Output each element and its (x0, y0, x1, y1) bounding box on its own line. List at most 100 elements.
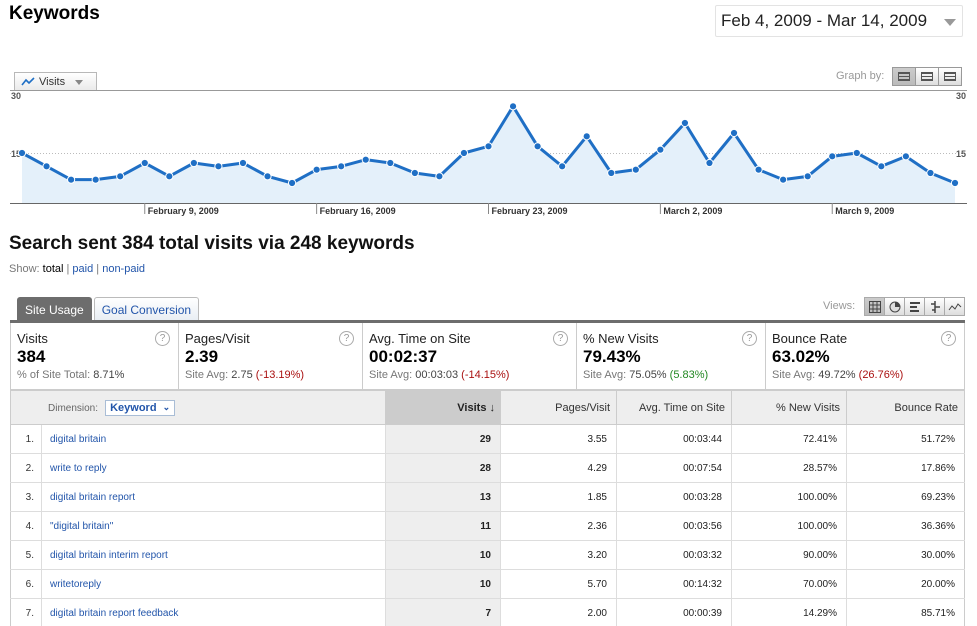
table-view-button[interactable] (864, 297, 885, 316)
visits-cell: 10 (385, 540, 501, 570)
graph-metric-selector[interactable]: Visits (14, 72, 97, 91)
visits-point[interactable] (779, 175, 788, 184)
month-icon (944, 72, 956, 81)
visits-point[interactable] (705, 158, 714, 168)
visits-point[interactable] (729, 128, 739, 138)
visits-point[interactable] (950, 178, 960, 188)
visits-point[interactable] (361, 155, 370, 164)
visits-point[interactable] (558, 162, 567, 171)
metric-value: 2.39 (185, 347, 219, 366)
visits-point[interactable] (901, 152, 910, 161)
tab-goal-conversion[interactable]: Goal Conversion (93, 297, 200, 321)
date-range-picker[interactable]: Feb 4, 2009 - Mar 14, 2009 (715, 5, 963, 37)
visits-point[interactable] (926, 168, 935, 178)
visits-point[interactable] (17, 148, 27, 158)
pie-view-button[interactable] (884, 297, 905, 316)
visits-point[interactable] (459, 148, 469, 158)
header-pages-visit[interactable]: Pages/Visit (500, 390, 617, 425)
avg-time-cell: 00:03:32 (616, 540, 732, 570)
header-visits[interactable]: Visits ↓ (385, 390, 501, 425)
visits-point[interactable] (189, 158, 198, 168)
visits-point[interactable] (828, 152, 837, 161)
metric-sub: Site Avg: 75.05% (5.83%) (583, 369, 765, 381)
help-icon[interactable]: ? (155, 331, 170, 346)
visits-point[interactable] (337, 162, 346, 171)
visits-point[interactable] (754, 165, 763, 174)
visits-point[interactable] (165, 172, 174, 181)
help-icon[interactable]: ? (742, 331, 757, 346)
help-icon[interactable]: ? (339, 331, 354, 346)
visits-cell: 11 (385, 511, 501, 541)
avg-time-cell: 00:14:32 (616, 569, 732, 599)
help-icon[interactable]: ? (553, 331, 568, 346)
visits-point[interactable] (238, 158, 248, 168)
row-index: 5. (10, 540, 42, 570)
chevron-down-icon[interactable] (944, 19, 956, 26)
visits-point[interactable] (312, 165, 321, 174)
keyword-link[interactable]: writetoreply (50, 578, 102, 590)
avg-time-cell: 00:03:56 (616, 511, 732, 541)
graph-by-week-button[interactable] (915, 67, 939, 86)
sort-arrow-icon: ↓ (489, 401, 496, 414)
pie-icon (889, 301, 900, 312)
new-visits-cell: 100.00% (731, 511, 847, 541)
visits-point[interactable] (656, 145, 665, 154)
graph-by-day-button[interactable] (892, 67, 916, 86)
visits-point[interactable] (214, 162, 223, 171)
x-tick-label: February 16, 2009 (320, 206, 396, 216)
keyword-link[interactable]: digital britain (50, 433, 107, 445)
help-icon[interactable]: ? (941, 331, 956, 346)
visits-point[interactable] (631, 165, 640, 174)
metric-sub: Site Avg: 00:03:03 (-14.15%) (369, 369, 576, 381)
metric-label: Pages/Visit (185, 331, 250, 346)
header-bounce-rate[interactable]: Bounce Rate (846, 390, 965, 425)
visits-point[interactable] (533, 142, 542, 151)
compare-view-button[interactable] (924, 297, 945, 316)
row-index: 6. (10, 569, 42, 599)
keyword-link[interactable]: digital britain report feedback (50, 607, 179, 619)
y-tick-label-left: 15 (11, 149, 21, 159)
dimension-selector[interactable]: Keyword ⌄ (105, 399, 176, 416)
visits-point[interactable] (386, 158, 395, 168)
header-avg-time[interactable]: Avg. Time on Site (616, 390, 732, 425)
visits-point[interactable] (91, 175, 100, 184)
keyword-link[interactable]: "digital britain" (50, 520, 114, 532)
show-nonpaid-link[interactable]: non-paid (102, 263, 146, 275)
visits-point[interactable] (877, 162, 886, 171)
header-new-visits[interactable]: % New Visits (731, 390, 847, 425)
pivot-view-button[interactable] (944, 297, 965, 316)
visits-point[interactable] (287, 178, 297, 188)
show-total: total (42, 263, 64, 275)
visits-point[interactable] (680, 118, 690, 128)
visits-point[interactable] (484, 142, 493, 151)
table-row: 5. digital britain interim report 10 3.20 00… (10, 540, 965, 570)
keyword-link[interactable]: digital britain interim report (50, 549, 168, 561)
visits-point[interactable] (410, 168, 419, 178)
bounce-rate-cell: 51.72% (846, 424, 965, 454)
bar-view-button[interactable] (904, 297, 925, 316)
visits-point[interactable] (803, 172, 812, 181)
visits-cell: 28 (385, 453, 501, 483)
visits-point[interactable] (116, 172, 125, 181)
visits-point[interactable] (263, 172, 272, 181)
keyword-cell: digital britain (41, 424, 386, 454)
visits-point[interactable] (508, 102, 518, 111)
pages-visit-cell: 2.00 (500, 598, 617, 626)
keyword-link[interactable]: write to reply (50, 462, 107, 474)
visits-point[interactable] (67, 175, 76, 184)
visits-point[interactable] (140, 158, 149, 168)
visits-point[interactable] (42, 162, 51, 171)
visits-point[interactable] (852, 148, 861, 158)
graph-by-month-button[interactable] (938, 67, 962, 86)
visits-point[interactable] (607, 168, 616, 178)
keyword-link[interactable]: digital britain report (50, 491, 136, 503)
tab-site-usage[interactable]: Site Usage (17, 297, 92, 321)
keyword-cell: write to reply (41, 453, 386, 483)
pages-visit-cell: 1.85 (500, 482, 617, 512)
y-tick-label-right: 15 (956, 149, 966, 159)
visits-point[interactable] (435, 172, 444, 181)
metric-sub: % of Site Total: 8.71% (17, 369, 178, 381)
show-separator: | (63, 263, 73, 275)
show-paid-link[interactable]: paid (72, 263, 94, 275)
visits-point[interactable] (582, 132, 591, 141)
